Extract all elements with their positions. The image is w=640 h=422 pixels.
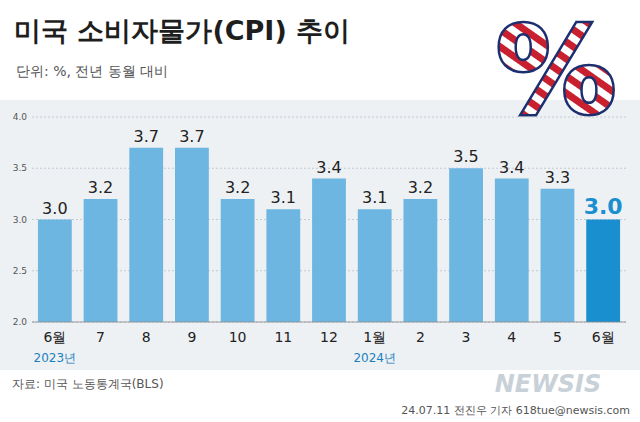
data-label: 3.1 bbox=[362, 188, 387, 207]
bar bbox=[84, 199, 118, 322]
grid-line bbox=[32, 117, 626, 118]
bar bbox=[221, 199, 255, 322]
source: 자료: 미국 노동통계국(BLS) bbox=[12, 377, 164, 391]
bar bbox=[129, 148, 163, 322]
x-tick-label: 1월 bbox=[363, 329, 386, 345]
bar bbox=[312, 179, 346, 323]
data-label: 3.2 bbox=[408, 178, 433, 197]
data-label: 3.0 bbox=[584, 194, 623, 219]
bar bbox=[266, 209, 300, 322]
y-tick-label: 3.5 bbox=[13, 163, 27, 173]
x-tick-label: 4 bbox=[507, 329, 516, 345]
icon: % bbox=[496, 1, 616, 140]
year-label: 2024년 bbox=[353, 351, 396, 365]
credit: 24.07.11 전진우 기자 618tue@newsis.com bbox=[401, 404, 630, 417]
data-label: 3.7 bbox=[179, 127, 204, 146]
data-label: 3.0 bbox=[42, 199, 67, 218]
y-tick-label: 2.0 bbox=[13, 317, 28, 327]
data-label: 3.7 bbox=[134, 127, 159, 146]
watermark: NEWSIS bbox=[495, 370, 601, 398]
x-tick-label: 11 bbox=[274, 329, 292, 345]
bars bbox=[38, 148, 620, 322]
data-label: 3.5 bbox=[453, 147, 478, 166]
title: 미국 소비자물가(CPI) 추이 bbox=[14, 15, 350, 46]
data-label: 3.3 bbox=[545, 168, 570, 187]
x-tick-label: 6월 bbox=[592, 329, 615, 345]
bar bbox=[38, 220, 72, 323]
x-tick-label: 5 bbox=[553, 329, 562, 345]
subtitle: 단위: %, 전년 동월 대비 bbox=[16, 63, 168, 79]
x-tick-label: 3 bbox=[462, 329, 471, 345]
data-label: 3.4 bbox=[499, 158, 524, 177]
x-tick-label: 6월 bbox=[43, 329, 66, 345]
grid-line bbox=[32, 322, 626, 323]
bar bbox=[541, 189, 575, 322]
chart: 미국 소비자물가(CPI) 추이단위: %, 전년 동월 대비% 2.0 2.5 3.… bbox=[0, 0, 640, 422]
year-label: 2023년 bbox=[34, 351, 77, 365]
data-label: 3.2 bbox=[88, 178, 113, 197]
x-tick-label: 8 bbox=[142, 329, 151, 345]
data-label: 3.2 bbox=[225, 178, 250, 197]
grid bbox=[32, 117, 626, 322]
data-label: 3.1 bbox=[271, 188, 296, 207]
data-label: 3.4 bbox=[316, 158, 341, 177]
x-axis bbox=[32, 322, 626, 323]
x-tick-label: 7 bbox=[96, 329, 105, 345]
bar bbox=[495, 179, 529, 323]
y-tick-label: 2.5 bbox=[13, 266, 27, 276]
bar bbox=[358, 209, 392, 322]
y-tick-label: 4.0 bbox=[13, 112, 28, 122]
x-tick-label: 2 bbox=[416, 329, 425, 345]
bar bbox=[175, 148, 209, 322]
bar bbox=[586, 220, 620, 323]
plot-background bbox=[0, 100, 640, 370]
labels: 3.0 3.2 3.7 3.7 3.2 3.1 3.4 3.1 3.2 3.5 3.4 3.3 3.0 bbox=[42, 127, 623, 219]
y-tick-label: 3.0 bbox=[13, 215, 28, 225]
x-tick-label: 10 bbox=[229, 329, 247, 345]
x-tick-label: 9 bbox=[187, 329, 196, 345]
bar bbox=[449, 168, 483, 322]
bar bbox=[403, 199, 437, 322]
x-tick-label: 12 bbox=[320, 329, 338, 345]
